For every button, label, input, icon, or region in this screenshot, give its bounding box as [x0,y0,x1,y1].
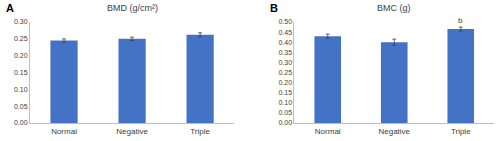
svg-text:Triple: Triple [190,127,210,136]
svg-text:Normal: Normal [51,127,77,136]
svg-text:0.35: 0.35 [278,49,292,56]
svg-text:0.00: 0.00 [278,119,292,126]
svg-text:0.10: 0.10 [14,86,28,93]
svg-text:BMC (g): BMC (g) [377,3,411,13]
svg-text:0.00: 0.00 [14,119,28,126]
svg-text:Negative: Negative [116,127,148,136]
svg-text:B: B [270,2,278,14]
svg-text:Negative: Negative [378,127,410,136]
svg-text:0.15: 0.15 [278,89,292,96]
svg-text:0.50: 0.50 [278,18,292,25]
svg-text:b: b [458,16,463,25]
svg-text:0.05: 0.05 [14,103,28,110]
svg-text:0.25: 0.25 [278,69,292,76]
svg-text:A: A [6,2,14,14]
svg-text:0.05: 0.05 [278,109,292,116]
svg-text:Normal: Normal [315,127,341,136]
svg-text:0.20: 0.20 [14,52,28,59]
svg-text:0.20: 0.20 [278,79,292,86]
svg-text:0.30: 0.30 [278,59,292,66]
svg-text:0.45: 0.45 [278,29,292,36]
svg-text:0.15: 0.15 [14,69,28,76]
svg-text:0.10: 0.10 [278,99,292,106]
svg-text:0.30: 0.30 [14,18,28,25]
svg-text:0.40: 0.40 [278,39,292,46]
svg-text:Triple: Triple [451,127,471,136]
svg-text:BMD (g/cm²): BMD (g/cm²) [107,3,158,13]
svg-text:0.25: 0.25 [14,35,28,42]
